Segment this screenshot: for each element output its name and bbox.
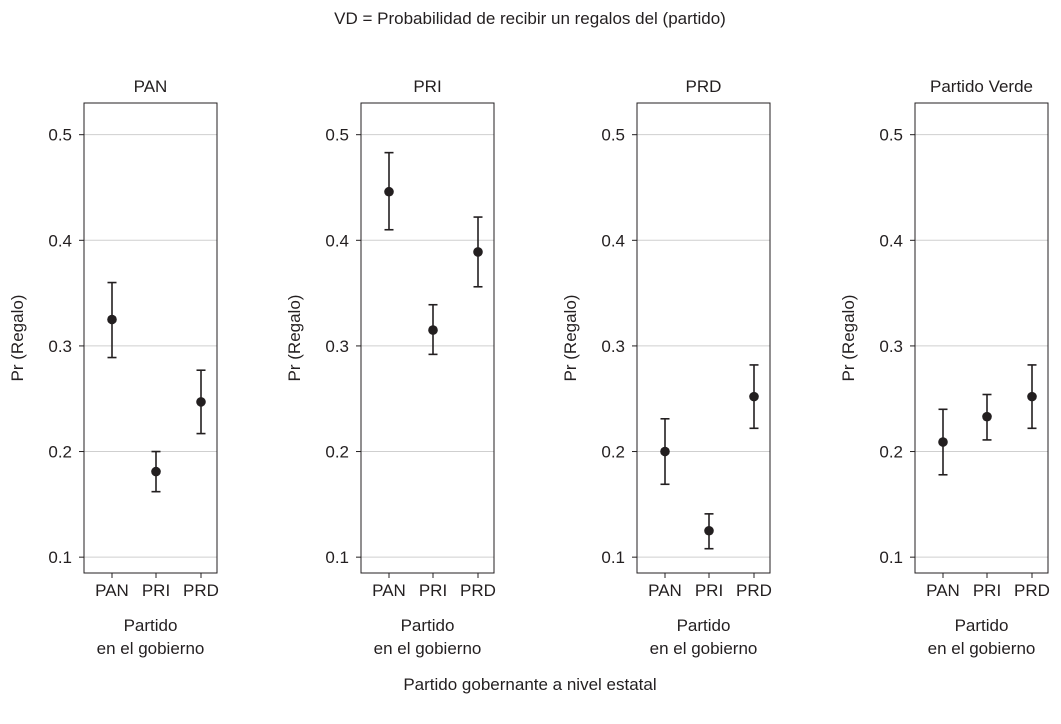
- y-tick-label: 0.3: [325, 337, 349, 356]
- x-axis-label: en el gobierno: [374, 639, 482, 658]
- data-point: [107, 314, 117, 325]
- y-tick-label: 0.1: [325, 548, 349, 567]
- x-tick-label: PRD: [460, 581, 496, 600]
- x-axis-label: en el gobierno: [928, 639, 1036, 658]
- data-point: [982, 411, 992, 422]
- y-tick-label: 0.4: [601, 231, 625, 250]
- x-tick-label: PAN: [926, 581, 960, 600]
- chart-panel-4: Partido Verde 0.1 0.2 0.3 0.4 0.5 Pr (Regalo) P…: [839, 77, 1050, 658]
- data-point: [1027, 391, 1037, 402]
- plot-frame: [914, 102, 1049, 574]
- panel-title: PRD: [686, 77, 722, 96]
- y-axis-label: Pr (Regalo): [285, 295, 304, 382]
- y-tick-label: 0.5: [48, 126, 72, 145]
- y-tick-label: 0.2: [325, 443, 349, 462]
- figure-title: VD = Probabilidad de recibir un regalos …: [334, 9, 726, 28]
- data-point: [704, 525, 714, 536]
- y-tick-label: 0.2: [48, 443, 72, 462]
- y-axis-label: Pr (Regalo): [8, 295, 27, 382]
- data-point: [151, 466, 161, 477]
- x-tick-label: PRI: [695, 581, 723, 600]
- x-tick-label: PAN: [372, 581, 406, 600]
- y-tick-label: 0.5: [325, 126, 349, 145]
- y-tick-label: 0.3: [601, 337, 625, 356]
- data-point: [938, 437, 948, 447]
- panel-title: PRI: [413, 77, 441, 96]
- x-tick-label: PRD: [183, 581, 219, 600]
- data-point: [196, 397, 206, 407]
- plot-frame: [83, 102, 218, 574]
- y-tick-label: 0.2: [601, 443, 625, 462]
- x-axis-label: en el gobierno: [97, 639, 205, 658]
- x-tick-label: PAN: [648, 581, 682, 600]
- plot-frame: [360, 102, 495, 574]
- y-tick-label: 0.1: [879, 548, 903, 567]
- x-tick-label: PAN: [95, 581, 129, 600]
- y-tick-label: 0.4: [325, 231, 349, 250]
- panel-title: Partido Verde: [930, 77, 1033, 96]
- x-tick-label: PRI: [419, 581, 447, 600]
- y-tick-label: 0.1: [601, 548, 625, 567]
- y-tick-label: 0.3: [48, 337, 72, 356]
- y-axis-label: Pr (Regalo): [839, 295, 858, 382]
- y-tick-label: 0.3: [879, 337, 903, 356]
- y-tick-label: 0.2: [879, 443, 903, 462]
- x-axis-label: Partido: [401, 616, 455, 635]
- y-tick-label: 0.5: [601, 126, 625, 145]
- data-point: [660, 446, 670, 457]
- x-axis-label: en el gobierno: [650, 639, 758, 658]
- plot-frame: [636, 102, 771, 574]
- data-point: [384, 186, 394, 197]
- panel-title: PAN: [134, 77, 168, 96]
- x-axis-label: Partido: [677, 616, 731, 635]
- x-axis-label: Partido: [124, 616, 178, 635]
- data-point: [749, 391, 759, 402]
- x-tick-label: PRD: [736, 581, 772, 600]
- x-axis-label: Partido: [955, 616, 1009, 635]
- x-tick-label: PRD: [1014, 581, 1050, 600]
- y-tick-label: 0.5: [879, 126, 903, 145]
- y-tick-label: 0.4: [879, 231, 903, 250]
- y-tick-label: 0.4: [48, 231, 72, 250]
- chart-panel-2: PRI 0.1 0.2 0.3 0.4 0.5 Pr (Regalo) PAN PRI PRD Pa…: [285, 77, 496, 658]
- x-tick-label: PRI: [142, 581, 170, 600]
- x-tick-label: PRI: [973, 581, 1001, 600]
- y-axis-label: Pr (Regalo): [561, 295, 580, 382]
- data-point: [473, 247, 483, 257]
- y-tick-label: 0.1: [48, 548, 72, 567]
- data-point: [428, 325, 438, 335]
- figure-footer: Partido gobernante a nivel estatal: [403, 675, 656, 694]
- chart-panel-3: PRD 0.1 0.2 0.3 0.4 0.5 Pr (Regalo) PAN PRI PRD Pa…: [561, 77, 772, 658]
- chart-panel-1: PAN 0.1 0.2 0.3 0.4 0.5 Pr (Regalo) PAN PRI PRD Pa…: [8, 77, 219, 658]
